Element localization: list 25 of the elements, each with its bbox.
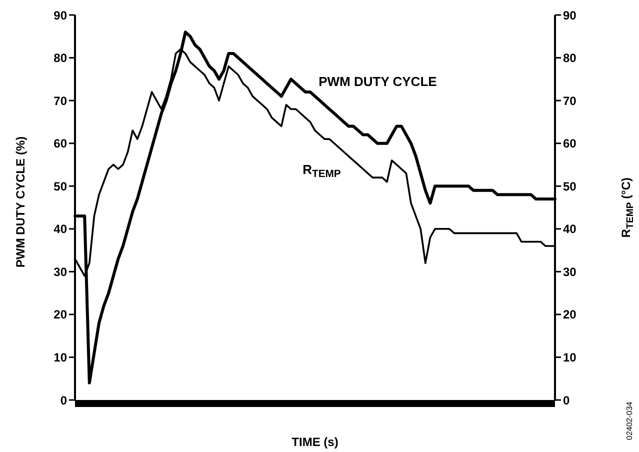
y-tick-label: 0 <box>60 393 68 408</box>
y-tick-label: 90 <box>54 8 68 22</box>
y2-tick-label: 20 <box>563 308 577 322</box>
y-tick-label: 80 <box>54 51 68 66</box>
y2-tick-label: 40 <box>563 222 577 236</box>
y2-tick-label: 10 <box>563 350 577 364</box>
text: 02402-034 <box>625 401 634 440</box>
y2-tick-label: 50 <box>563 179 577 194</box>
series-label: R$_{TEMP}$ <box>302 162 341 180</box>
y2-tick-label: 30 <box>563 264 577 279</box>
y-tick-label: 70 <box>54 94 68 108</box>
y-tick-label: 30 <box>54 264 68 279</box>
y-tick-label: 40 <box>54 222 68 236</box>
y-axis-title: PWM DUTY CYCLE (%) <box>13 136 28 268</box>
y2-tick-label: 70 <box>563 94 577 108</box>
y-tick-label: 10 <box>54 350 68 364</box>
y2-tick-label: 60 <box>563 136 577 151</box>
y-tick-label: 60 <box>54 136 68 151</box>
y2-tick-label: 80 <box>563 51 577 66</box>
y2-tick-label: 90 <box>563 8 577 22</box>
y2-tick-label: 0 <box>563 393 570 408</box>
series-label: PWM DUTY CYCLE <box>318 74 438 90</box>
y-tick-label: 50 <box>54 179 68 194</box>
x-axis-title: TIME (s) <box>292 435 338 449</box>
y-tick-label: 20 <box>54 308 68 322</box>
